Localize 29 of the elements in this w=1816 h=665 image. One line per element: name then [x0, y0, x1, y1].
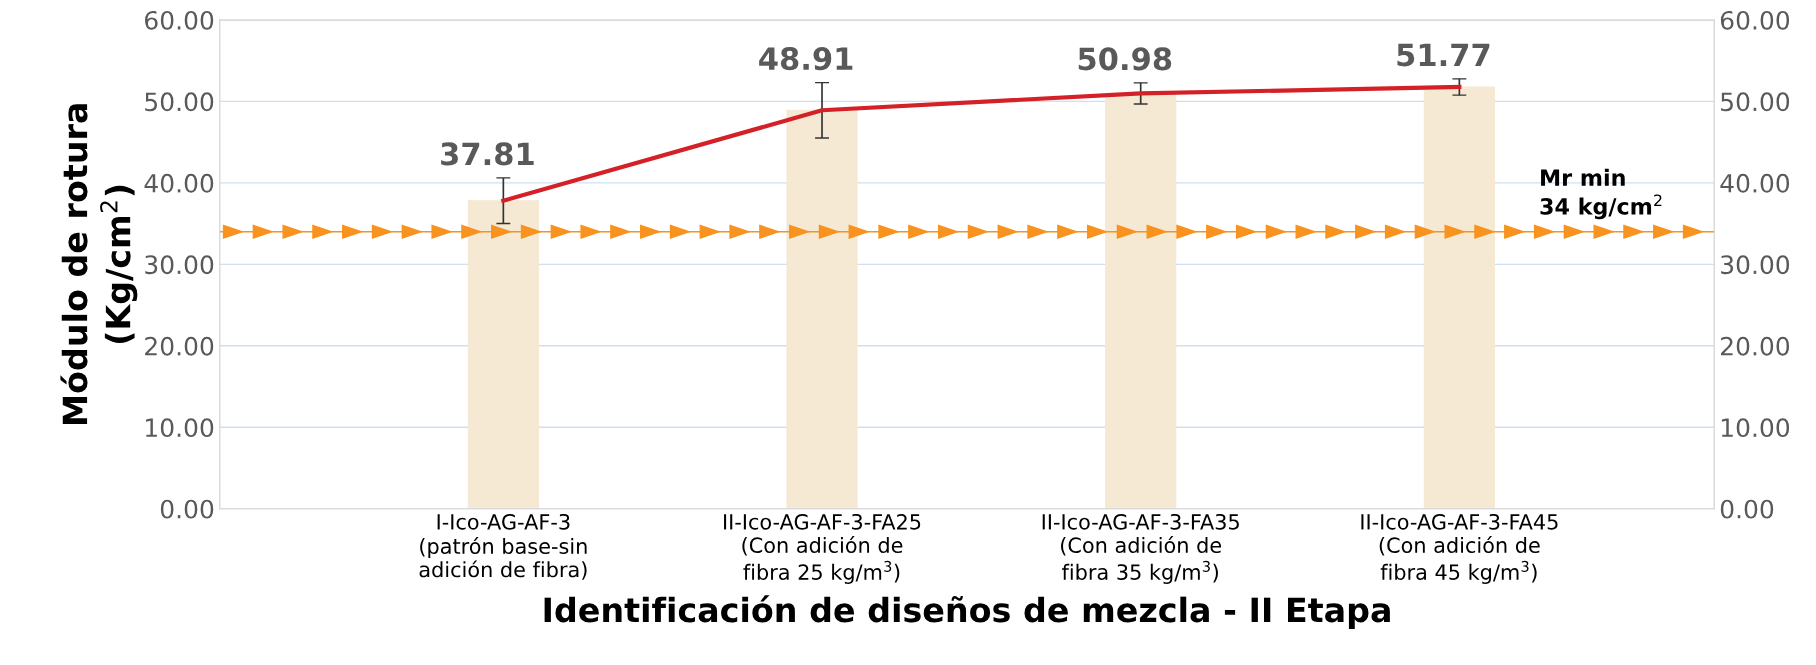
data-label: 37.81	[441, 142, 534, 166]
y-tick-label: 40.00	[144, 173, 214, 193]
y2-tick-label: 20.00	[1721, 336, 1790, 356]
x-tick-label: II-Ico-AG-AF-3-FA35 (Con adición de fibra 35 kg/m$^{3}$)	[1042, 513, 1239, 584]
y-axis-title: Módulo de rotura (Kg/cm$^{2}$)	[60, 104, 138, 425]
y2-tick-label: 30.00	[1721, 255, 1790, 275]
x-tick-label: I-Ico-AG-AF-3 (patrón base-sin adición de fibra)	[419, 513, 587, 580]
y-tick-label: 0.00	[160, 499, 214, 519]
x-tick-label: II-Ico-AG-AF-3-FA25 (Con adición de fibra 25 kg/m$^{3}$)	[724, 513, 921, 584]
bar	[786, 109, 858, 509]
y2-tick-label: 0.00	[1720, 499, 1774, 519]
bar	[467, 200, 539, 509]
y2-tick-label: 40.00	[1720, 173, 1790, 193]
data-label: 48.91	[759, 47, 853, 71]
y2-tick-label: 60.00	[1720, 10, 1790, 30]
y2-tick-label: 10.00	[1721, 418, 1790, 438]
data-label: 50.98	[1078, 47, 1172, 71]
y-tick-label: 10.00	[146, 418, 214, 438]
y-tick-label: 20.00	[145, 336, 214, 356]
y-tick-label: 30.00	[145, 255, 214, 275]
data-label: 51.77	[1397, 43, 1490, 67]
x-tick-label: II-Ico-AG-AF-3-FA45 (Con adición de fibra 45 kg/m$^{3}$)	[1361, 513, 1558, 584]
y-tick-label: 50.00	[145, 92, 214, 112]
bar	[1105, 92, 1177, 509]
y2-tick-label: 50.00	[1721, 92, 1790, 112]
y-tick-label: 60.00	[145, 10, 214, 30]
bar	[1423, 86, 1495, 509]
ref-line-label: Mr min 34 kg/cm$^{2}$	[1540, 168, 1662, 220]
x-axis-title: Identificación de diseños de mezcla - II Etapa	[544, 595, 1390, 629]
